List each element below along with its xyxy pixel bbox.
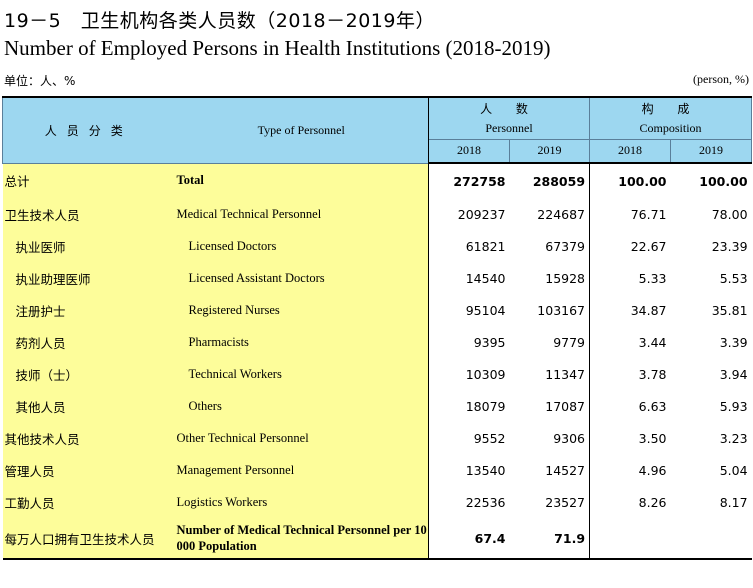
cell-personnel-2019: 224687 — [509, 198, 591, 230]
table-row: 工勤人员 Logistics Workers 22536 23527 8.26 … — [2, 486, 752, 518]
cell-composition-2019: 23.39 — [711, 238, 748, 254]
row-label-cn: 技师（士） — [2, 358, 175, 390]
table-row: 执业助理医师 Licensed Assistant Doctors 14540 … — [2, 262, 752, 294]
table-row: 药剂人员 Pharmacists 9395 9779 3.44 3.39 — [2, 326, 752, 358]
row-label-en: Logistics Workers — [174, 486, 429, 518]
header-category-cn: 人员分类 — [2, 96, 175, 164]
row-label-en: Total — [174, 163, 429, 198]
cell-composition-2018: 22.67 — [630, 238, 667, 254]
cell-composition-2019: 35.81 — [711, 302, 748, 318]
row-label-en: Pharmacists — [174, 326, 429, 358]
page-title-en: Number of Employed Persons in Health Ins… — [4, 36, 551, 60]
table-row: 技师（士） Technical Workers 10309 11347 3.78… — [2, 358, 752, 390]
table-row: 执业医师 Licensed Doctors 61821 67379 22.67 … — [2, 230, 752, 262]
row-label-en: Others — [174, 390, 429, 422]
row-label-cn: 注册护士 — [2, 294, 175, 326]
row-label-cn: 执业助理医师 — [2, 262, 175, 294]
table-row: 每万人口拥有卫生技术人员 Number of Medical Technical… — [2, 518, 752, 560]
cell-composition-2019: 78.00 — [711, 206, 748, 222]
row-label-cn: 药剂人员 — [2, 326, 175, 358]
table-row: 其他技术人员 Other Technical Personnel 9552 93… — [2, 422, 752, 454]
row-label-en: Licensed Assistant Doctors — [174, 262, 429, 294]
cell-personnel-2019: 23527 — [509, 486, 591, 518]
cell-personnel-2018: 18079 — [465, 398, 506, 414]
cell-composition-2019: 8.17 — [719, 494, 748, 510]
cell-personnel-2018: 209237 — [457, 206, 506, 222]
cell-personnel-2019: 14527 — [509, 454, 591, 486]
cell-composition-2018: 8.26 — [638, 494, 667, 510]
header-composition-cn: 构 成 — [589, 96, 753, 118]
header-category-en: Type of Personnel — [174, 96, 429, 164]
row-label-cn: 其他人员 — [2, 390, 175, 422]
cell-personnel-2018: 61821 — [465, 238, 506, 254]
cell-composition-2018: 3.78 — [638, 366, 667, 382]
row-label-en: Other Technical Personnel — [174, 422, 429, 454]
cell-personnel-2018: 22536 — [465, 494, 506, 510]
cell-personnel-2019: 9779 — [509, 326, 591, 358]
cell-composition-2018: 5.33 — [638, 270, 667, 286]
cell-personnel-2019: 15928 — [509, 262, 591, 294]
cell-composition-2018: 3.50 — [638, 430, 667, 446]
table-row: 卫生技术人员 Medical Technical Personnel 20923… — [2, 198, 752, 230]
cell-composition-2019: 5.04 — [719, 462, 748, 478]
cell-composition-2018: 34.87 — [630, 302, 667, 318]
header-year-composition-2019: 2019 — [670, 138, 753, 164]
cell-composition-2018: 6.63 — [638, 398, 667, 414]
header-personnel-en: Personnel — [427, 118, 591, 140]
cell-personnel-2018: 9552 — [473, 430, 506, 446]
cell-composition-2019: 5.53 — [719, 270, 748, 286]
row-label-en: Technical Workers — [174, 358, 429, 390]
cell-composition-2018: 76.71 — [630, 206, 667, 222]
cell-personnel-2018: 9395 — [473, 334, 506, 350]
cell-composition-2019: 3.39 — [719, 334, 748, 350]
cell-composition-2018: 100.00 — [618, 173, 667, 189]
cell-personnel-2018: 13540 — [465, 462, 506, 478]
cell-composition-2019: 3.94 — [719, 366, 748, 382]
header-year-personnel-2019: 2019 — [508, 138, 591, 164]
cell-personnel-2018: 10309 — [465, 366, 506, 382]
cell-composition-2019: 5.93 — [719, 398, 748, 414]
header-personnel-cn: 人 数 — [427, 96, 591, 118]
cell-personnel-2019: 11347 — [509, 358, 591, 390]
header-year-composition-2018: 2018 — [589, 138, 672, 164]
cell-composition-2019: 100.00 — [699, 173, 748, 189]
cell-personnel-2019: 288059 — [509, 163, 591, 198]
cell-personnel-2018: 14540 — [465, 270, 506, 286]
row-label-cn: 执业医师 — [2, 230, 175, 262]
cell-personnel-2018: 95104 — [465, 302, 506, 318]
cell-personnel-2019: 67379 — [509, 230, 591, 262]
row-label-en: Management Personnel — [174, 454, 429, 486]
unit-label-cn: 单位：人、% — [4, 74, 76, 88]
cell-composition-2019: 3.23 — [719, 430, 748, 446]
row-label-cn: 卫生技术人员 — [2, 198, 175, 230]
cell-composition-2019 — [670, 518, 752, 560]
unit-label-en: (person, %) — [693, 72, 749, 86]
table-row: 管理人员 Management Personnel 13540 14527 4.… — [2, 454, 752, 486]
row-label-en: Licensed Doctors — [174, 230, 429, 262]
cell-composition-2018 — [589, 518, 671, 560]
row-label-en: Medical Technical Personnel — [174, 198, 429, 230]
row-label-cn: 总计 — [2, 163, 175, 198]
cell-composition-2018: 4.96 — [638, 462, 667, 478]
cell-personnel-2018: 67.4 — [428, 518, 510, 560]
cell-composition-2018: 3.44 — [638, 334, 667, 350]
cell-personnel-2018: 272758 — [453, 173, 506, 189]
cell-personnel-2019: 103167 — [509, 294, 591, 326]
row-label-cn: 其他技术人员 — [2, 422, 175, 454]
table-row: 其他人员 Others 18079 17087 6.63 5.93 — [2, 390, 752, 422]
table-row: 注册护士 Registered Nurses 95104 103167 34.8… — [2, 294, 752, 326]
table-row: 总计 Total 272758 288059 100.00 100.00 — [2, 163, 752, 198]
row-label-en: Number of Medical Technical Personnel pe… — [174, 518, 429, 560]
row-label-cn: 工勤人员 — [2, 486, 175, 518]
cell-personnel-2019: 17087 — [509, 390, 591, 422]
row-label-cn: 管理人员 — [2, 454, 175, 486]
header-composition-en: Composition — [589, 118, 753, 140]
cell-personnel-2019: 71.9 — [509, 518, 591, 560]
personnel-table: 人员分类 Type of Personnel 人 数 构 成 Personnel… — [2, 96, 753, 560]
row-label-cn: 每万人口拥有卫生技术人员 — [2, 518, 175, 560]
page-title-cn: 19－5 卫生机构各类人员数（2018－2019年） — [4, 10, 435, 32]
cell-personnel-2019: 9306 — [509, 422, 591, 454]
header-year-personnel-2018: 2018 — [428, 138, 510, 164]
row-label-en: Registered Nurses — [174, 294, 429, 326]
